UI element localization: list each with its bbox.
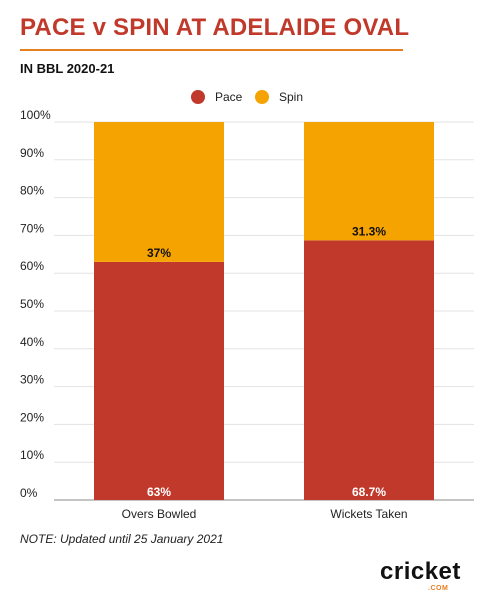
- data-label: 63%: [147, 485, 171, 499]
- category-label: Wickets Taken: [330, 507, 407, 521]
- logo-suffix: .COM: [428, 585, 449, 592]
- label-layer: 63% 37% Overs Bowled 68.7% 31.3% Wickets Take…: [122, 224, 408, 521]
- y-tick-label: 60%: [20, 259, 44, 273]
- footnote: NOTE: Updated until 25 January 2021: [20, 532, 224, 546]
- y-tick-label: 100%: [20, 108, 51, 122]
- bar-pace: [94, 261, 224, 500]
- bar-pace: [304, 240, 434, 500]
- y-tick-label: 20%: [20, 410, 44, 424]
- bar-spin: [94, 122, 224, 262]
- y-tick-label: 30%: [20, 373, 44, 387]
- cricket-com-logo: cricket .COM: [380, 558, 480, 594]
- y-tick-label: 10%: [20, 448, 44, 462]
- legend-swatch: [191, 90, 205, 104]
- y-tick-label: 0%: [20, 486, 38, 500]
- title-underline: [20, 49, 403, 51]
- legend-label: Spin: [279, 90, 303, 104]
- legend: Pace Spin: [191, 90, 303, 104]
- y-tick-label: 70%: [20, 221, 44, 235]
- logo-wordmark: cricket: [380, 558, 461, 585]
- y-tick-label: 90%: [20, 146, 44, 160]
- data-label: 31.3%: [352, 224, 386, 238]
- chart-subtitle: IN BBL 2020-21: [20, 61, 115, 76]
- data-label: 37%: [147, 246, 171, 260]
- bar-layer: [94, 122, 434, 500]
- category-label: Overs Bowled: [122, 507, 197, 521]
- chart-title: PACE v SPIN AT ADELAIDE OVAL: [20, 14, 410, 41]
- legend-swatch: [255, 90, 269, 104]
- legend-label: Pace: [215, 90, 243, 104]
- y-tick-label: 80%: [20, 184, 44, 198]
- y-tick-label: 50%: [20, 297, 44, 311]
- bar-spin: [304, 122, 434, 241]
- data-label: 68.7%: [352, 485, 386, 499]
- y-tick-label: 40%: [20, 335, 44, 349]
